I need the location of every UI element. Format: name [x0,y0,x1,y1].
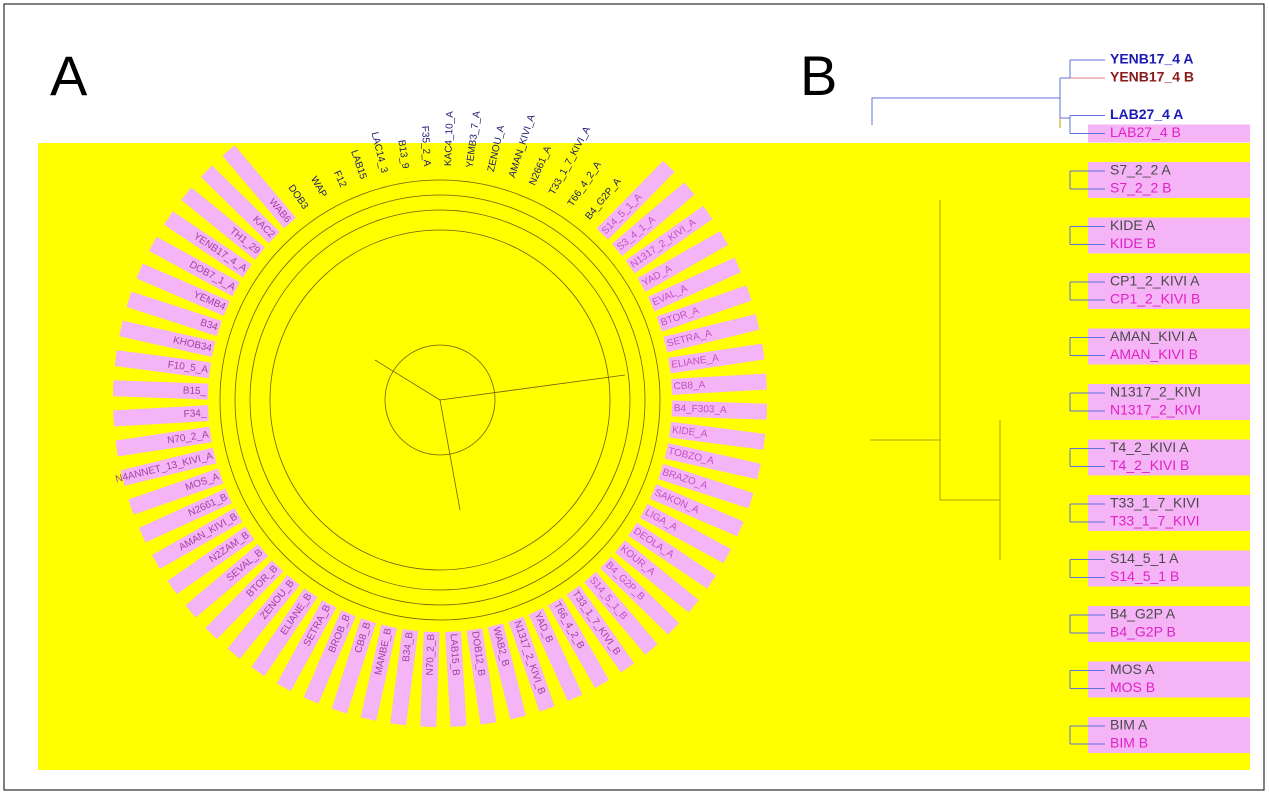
leaf-text: T4_2_KIVI B [1110,457,1189,473]
panel-label: A [50,44,88,107]
leaf-label: B15_ [113,380,209,399]
leaf-text: B4_G2P B [1110,624,1176,640]
leaf-text: KIDE A [1110,217,1156,233]
leaf-text: CB8_A [673,380,706,393]
leaf-text: T4_2_KIVI A [1110,439,1189,455]
leaf-text: BIM A [1110,717,1148,733]
leaf-text: F35_2_A [419,126,432,167]
leaf-text: N1317_2_KIVI [1110,384,1201,400]
leaf-text: KAC4_10_A [443,111,456,167]
leaf-text: N1317_2_KIVI [1110,402,1201,418]
leaf-text: KIDE B [1110,235,1156,251]
leaf-text: S14_5_1 A [1110,550,1179,566]
leaf-text: CP1_2_KIVI A [1110,273,1200,289]
leaf-text: N70_2_B [425,633,438,675]
leaf-text: S14_5_1 B [1110,568,1179,584]
leaf-text: LAB27_4 A [1110,106,1183,122]
leaf-label: B4_F303_A [672,400,768,419]
leaf-text: MOS B [1110,679,1155,695]
leaf-text: AMAN_KIVI A [1110,328,1198,344]
panel-label: B [800,44,837,107]
leaf-text: S7_2_2 A [1110,162,1171,178]
leaf-text: LAB27_4 B [1110,124,1181,140]
leaf-text: CP1_2_KIVI B [1110,291,1200,307]
leaf-text: T33_1_7_KIVI [1110,513,1200,529]
leaf-text: BIM B [1110,735,1148,751]
leaf-text: B4_G2P A [1110,606,1176,622]
leaf-text: T33_1_7_KIVI [1110,495,1200,511]
leaf-text: B15_ [183,385,207,397]
leaf-text: YENB17_4 A [1110,51,1194,67]
leaf-label: N70_2_B [420,632,439,728]
leaf-text: YENB17_4 B [1110,69,1194,85]
leaf-text: B4_F303_A [674,403,728,416]
leaf-text: MOS A [1110,661,1155,677]
leaf-text: S7_2_2 B [1110,180,1172,196]
leaf-text: F34_ [183,408,207,420]
leaf-text: AMAN_KIVI B [1110,346,1198,362]
figure: A B DOB3WAPF12LAB15LAC14_3B13_9F35_2_AKA… [0,0,1269,795]
